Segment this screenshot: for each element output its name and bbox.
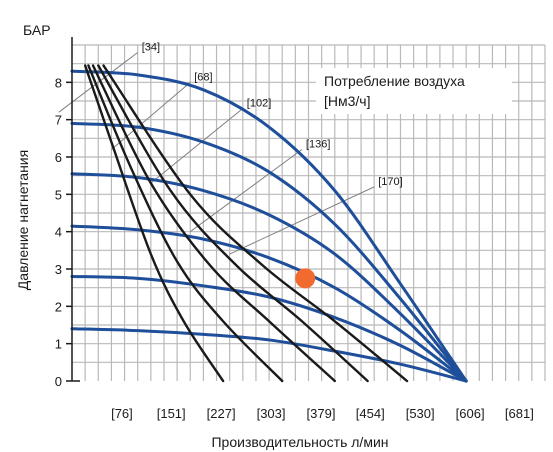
pressure-curve-1 [70, 121, 468, 383]
x-tick-label-530: [530] [406, 406, 435, 421]
x-tick-label-76: [76] [111, 406, 133, 421]
air-guide-label-3: [136] [306, 139, 330, 151]
x-tick-label-606: [606] [456, 406, 485, 421]
y-tick-label-4: 4 [55, 225, 62, 240]
pressure-curve-3 [70, 224, 468, 383]
air-curve-3 [97, 64, 369, 383]
air-guide-line-2 [150, 108, 244, 184]
air-guide-line-1 [111, 81, 191, 150]
legend-title: Потребление воздуха [324, 73, 465, 89]
air-guide-label-0: [34] [142, 41, 160, 53]
air-curve-2 [91, 64, 336, 383]
air-guide-label-1: [68] [194, 71, 212, 83]
x-axis-label: Производительность л/мин [211, 434, 388, 450]
air-curve-4 [102, 64, 409, 383]
y-tick-label-7: 7 [55, 113, 62, 128]
x-tick-label-454: [454] [356, 406, 385, 421]
y-tick-label-6: 6 [55, 150, 62, 165]
y-tick-label-3: 3 [55, 262, 62, 277]
air-consumption-guides: [34] [68] [102] [136] [170] [58, 41, 403, 255]
air-guide-line-4 [229, 186, 375, 255]
y-tick-labels: 0 1 2 3 4 5 6 7 8 [55, 75, 72, 389]
operating-point [295, 268, 316, 289]
axes [71, 37, 80, 382]
legend-box [316, 68, 512, 114]
air-consumption-curves [83, 64, 409, 383]
y-tick-label-2: 2 [55, 299, 62, 314]
y-unit-label: БАР [23, 22, 51, 38]
pressure-curve-0 [70, 69, 468, 383]
pressure-curve-2 [70, 172, 468, 383]
air-guide-label-2: [102] [247, 97, 271, 109]
air-guide-label-4: [170] [378, 176, 402, 188]
pressure-curves [70, 69, 468, 383]
air-guide-line-3 [189, 149, 303, 233]
air-curve-0 [83, 64, 225, 383]
x-tick-label-379: [379] [307, 406, 336, 421]
x-tick-label-303: [303] [257, 406, 286, 421]
y-tick-label-0: 0 [55, 374, 62, 389]
x-tick-labels: [76] [151] [227] [303] [379] [454] [530] [606] [… [111, 406, 534, 421]
legend-unit: [Нм3/ч] [324, 93, 370, 109]
pressure-curve-5 [70, 327, 468, 383]
pressure-curve-4 [70, 274, 468, 383]
y-tick-label-5: 5 [55, 187, 62, 202]
y-axis-label: Давление нагнетания [15, 150, 31, 290]
air-curve-1 [87, 64, 284, 383]
y-tick-label-1: 1 [55, 337, 62, 352]
x-tick-label-681: [681] [505, 406, 534, 421]
x-tick-label-151: [151] [157, 406, 186, 421]
y-tick-label-8: 8 [55, 75, 62, 90]
x-tick-label-227: [227] [207, 406, 236, 421]
